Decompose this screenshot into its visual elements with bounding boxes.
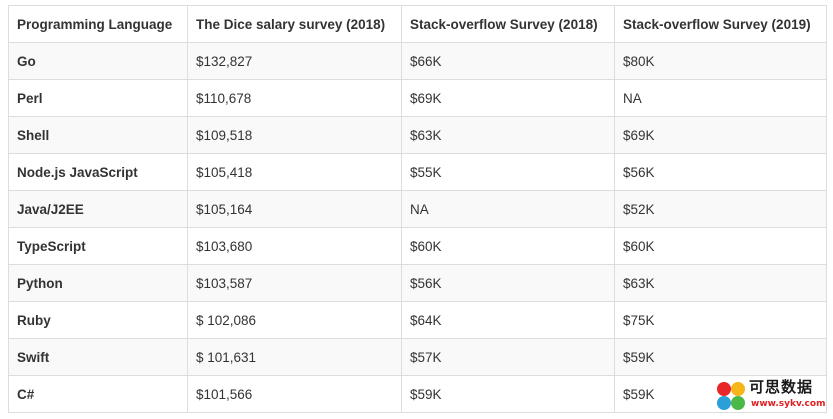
cell-language: TypeScript [8,227,188,265]
cell-dice-2018: $132,827 [187,42,402,80]
cell-stackoverflow-2018: $56K [401,264,615,302]
salary-table: Programming Language The Dice salary sur… [8,5,827,413]
header-stackoverflow-2018: Stack-overflow Survey (2018) [401,5,615,43]
cell-stackoverflow-2019: $80K [614,42,827,80]
cell-language: Ruby [8,301,188,339]
header-stackoverflow-2019: Stack-overflow Survey (2019) [614,5,827,43]
cell-dice-2018: $ 102,086 [187,301,402,339]
table-row: Java/J2EE $105,164 NA $52K [8,190,827,228]
cell-dice-2018: $105,418 [187,153,402,191]
cell-stackoverflow-2019: $75K [614,301,827,339]
header-language: Programming Language [8,5,188,43]
table-row: Ruby $ 102,086 $64K $75K [8,301,827,339]
cell-stackoverflow-2018: NA [401,190,615,228]
table-row: Python $103,587 $56K $63K [8,264,827,302]
cell-language: Java/J2EE [8,190,188,228]
table-row: Swift $ 101,631 $57K $59K [8,338,827,376]
header-dice-2018: The Dice salary survey (2018) [187,5,402,43]
cell-stackoverflow-2019: $69K [614,116,827,154]
cell-language: Perl [8,79,188,117]
table-row: C# $101,566 $59K $59K [8,375,827,413]
logo-dot-red [717,382,731,396]
cell-stackoverflow-2019: $52K [614,190,827,228]
cell-language: Go [8,42,188,80]
watermark-text: 可思数据 [749,378,814,396]
cell-stackoverflow-2019: $60K [614,227,827,265]
cell-stackoverflow-2018: $57K [401,338,615,376]
cell-stackoverflow-2018: $55K [401,153,615,191]
cell-language: C# [8,375,188,413]
table-row: Node.js JavaScript $105,418 $55K $56K [8,153,827,191]
cell-dice-2018: $105,164 [187,190,402,228]
cell-language: Swift [8,338,188,376]
watermark-logo-icon [717,382,745,410]
cell-stackoverflow-2018: $60K [401,227,615,265]
cell-dice-2018: $103,587 [187,264,402,302]
cell-stackoverflow-2018: $64K [401,301,615,339]
cell-dice-2018: $110,678 [187,79,402,117]
cell-language: Python [8,264,188,302]
logo-dot-green [731,396,745,410]
cell-language: Shell [8,116,188,154]
cell-stackoverflow-2019: $56K [614,153,827,191]
cell-stackoverflow-2018: $69K [401,79,615,117]
cell-dice-2018: $103,680 [187,227,402,265]
watermark: 可思数据 www.sykv.com [715,376,829,416]
table-header: Programming Language The Dice salary sur… [8,5,827,43]
table-row: Perl $110,678 $69K NA [8,79,827,117]
cell-dice-2018: $101,566 [187,375,402,413]
cell-stackoverflow-2018: $59K [401,375,615,413]
cell-stackoverflow-2019: NA [614,79,827,117]
header-row: Programming Language The Dice salary sur… [8,5,827,43]
cell-stackoverflow-2018: $63K [401,116,615,154]
cell-language: Node.js JavaScript [8,153,188,191]
logo-dot-blue [717,396,731,410]
cell-stackoverflow-2018: $66K [401,42,615,80]
logo-dot-yellow [731,382,745,396]
cell-dice-2018: $109,518 [187,116,402,154]
table-row: TypeScript $103,680 $60K $60K [8,227,827,265]
table-row: Shell $109,518 $63K $69K [8,116,827,154]
cell-stackoverflow-2019: $59K [614,338,827,376]
cell-dice-2018: $ 101,631 [187,338,402,376]
table-row: Go $132,827 $66K $80K [8,42,827,80]
watermark-url: www.sykv.com [751,399,826,409]
cell-stackoverflow-2019: $63K [614,264,827,302]
table-body: Go $132,827 $66K $80K Perl $110,678 $69K… [8,42,827,413]
